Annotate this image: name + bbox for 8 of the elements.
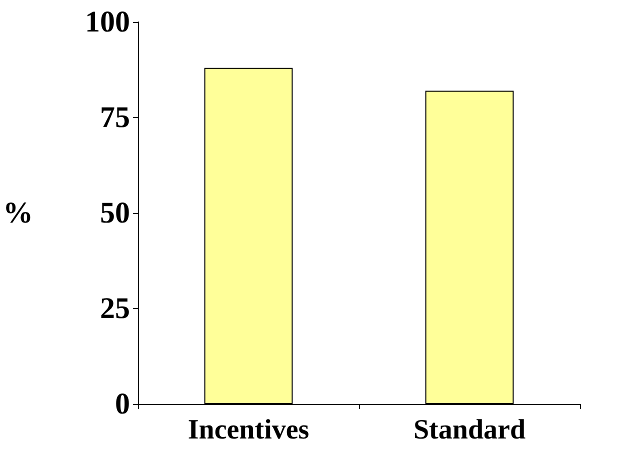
x-tick-label: Standard <box>413 414 526 446</box>
y-tick-label: 100 <box>85 6 130 38</box>
y-tick-label: 50 <box>100 196 130 230</box>
y-tick-label: 25 <box>100 292 130 325</box>
y-tick-label: 75 <box>100 101 130 134</box>
y-axis-title: % <box>3 196 33 230</box>
y-tick-label: 0 <box>115 388 130 420</box>
x-tick-label: Incentives <box>188 414 310 446</box>
